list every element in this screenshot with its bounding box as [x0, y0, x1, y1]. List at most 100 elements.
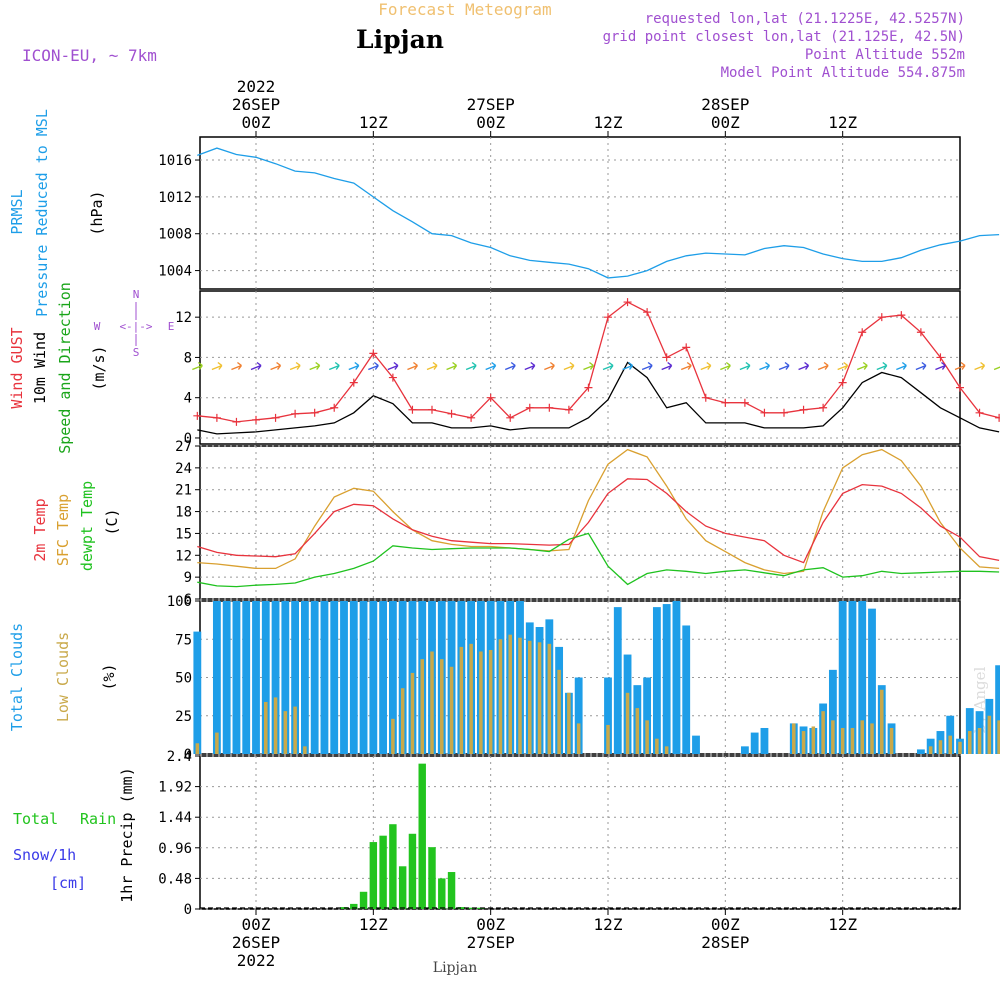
gust-marker — [760, 408, 769, 417]
snow-label: Snow/1h — [13, 846, 76, 864]
pressure-ytick-label: 1004 — [158, 264, 192, 280]
wind-unit: (m/s) — [90, 345, 108, 390]
location-title: Lipjan — [356, 25, 444, 54]
total-cloud-bar — [212, 601, 221, 754]
low-cloud-bar — [440, 659, 444, 754]
total-cloud-bar — [692, 735, 700, 754]
bottom-date-label: 27SEP — [467, 933, 515, 952]
total-cloud-bar — [320, 601, 329, 754]
clouds-panel: 0 25 50 75 100 — [167, 594, 1000, 763]
bottom-time-tick: 00Z — [711, 915, 740, 934]
total-cloud-bar — [310, 601, 319, 754]
total-cloud-bar — [271, 601, 280, 754]
low-cloud-bar — [997, 720, 1000, 754]
precip-ytick-label: 1.92 — [158, 780, 192, 796]
wind-direction-arrow — [896, 361, 907, 371]
gust-marker — [388, 373, 397, 382]
clouds-ytick-label: 25 — [175, 709, 192, 725]
low-cloud-bar — [801, 731, 806, 754]
rain-bar — [408, 833, 417, 909]
total-cloud-bar — [300, 601, 309, 754]
total-cloud-bar — [760, 727, 769, 754]
wind-direction-arrow — [837, 361, 849, 371]
clouds-unit: (%) — [100, 663, 118, 690]
total-cloud-bar — [838, 601, 847, 754]
bottom-year-label: 2022 — [237, 951, 276, 970]
pressure-ytick-label: 1012 — [158, 190, 192, 206]
total-cloud-bar — [379, 601, 388, 754]
temp-ytick-label: 24 — [175, 461, 192, 477]
bottom-time-tick: 12Z — [828, 915, 857, 934]
gust-marker — [780, 408, 788, 417]
low-cloud-bar — [576, 723, 581, 754]
low-cloud-bar — [938, 740, 943, 754]
wind-direction-arrow — [368, 361, 379, 371]
model-label: ICON-EU, ~ 7km — [22, 46, 157, 65]
top-date-label: 26SEP — [232, 95, 280, 114]
bottom-date-label: 28SEP — [701, 933, 749, 952]
sfc-temp-line — [197, 448, 1000, 575]
gust-marker — [564, 405, 573, 414]
low-cloud-bar — [264, 701, 268, 754]
gust-marker — [721, 398, 730, 407]
wind-direction-arrow — [211, 361, 223, 371]
footer-location: Lipjan — [433, 960, 477, 976]
gust-marker — [271, 413, 280, 422]
low-cloud-bar — [860, 720, 864, 754]
total-cloud-bar — [995, 665, 1000, 754]
low-cloud-bar — [831, 720, 835, 754]
pressure-unit: (hPa) — [88, 190, 106, 235]
rain-bar — [389, 824, 397, 909]
rain-bar — [379, 835, 387, 909]
wind-direction-arrow — [250, 361, 262, 371]
gust-marker — [525, 403, 534, 412]
gust-marker — [799, 405, 808, 414]
bottom-time-tick: 00Z — [476, 915, 505, 934]
low-cloud-bar — [811, 726, 816, 754]
wind-direction-arrow — [798, 361, 810, 371]
wind-direction-arrow — [563, 361, 575, 371]
low-cloud-bar — [557, 669, 561, 754]
gust-marker — [701, 393, 710, 402]
compass-w: W — [94, 320, 101, 333]
low-clouds-label: Low Clouds — [54, 632, 72, 722]
wind-gust-label: Wind GUST — [8, 327, 26, 408]
gust-marker — [212, 413, 221, 422]
temperature-panel: 6 9 12 15 18 21 24 27 — [175, 439, 1000, 608]
total-cloud-bar — [359, 601, 368, 754]
wind-direction-arrow — [876, 361, 888, 371]
rain-bar — [457, 907, 466, 909]
temp-ytick-label: 27 — [175, 439, 192, 455]
total-clouds-label: Total Clouds — [8, 623, 26, 731]
gust-marker — [232, 417, 241, 426]
wind-direction-arrow — [993, 362, 1000, 371]
wind-direction-arrow — [661, 361, 673, 371]
gust-marker — [819, 403, 828, 412]
gust-marker — [838, 378, 847, 387]
total-cloud-bar — [643, 677, 652, 754]
total-cloud-bar — [340, 601, 348, 754]
cloud-labels: Total Clouds Low Clouds (%) — [8, 623, 118, 731]
compass-n: N — [133, 288, 140, 301]
wind-direction-arrow — [641, 361, 653, 371]
wind-direction-arrow — [602, 361, 614, 371]
low-cloud-bar — [928, 746, 933, 754]
gust-marker — [956, 383, 964, 392]
gust-line — [197, 301, 1000, 423]
top-time-tick: 12Z — [594, 113, 623, 132]
top-time-tick: 12Z — [828, 113, 857, 132]
wind-direction-arrow — [700, 361, 712, 371]
gust-marker — [740, 398, 749, 407]
gust-marker — [584, 383, 593, 392]
total-cloud-bar — [662, 604, 671, 754]
low-cloud-bar — [537, 642, 542, 754]
wind-direction-arrow — [974, 361, 986, 371]
gust-marker — [623, 298, 632, 307]
total-cloud-bar — [672, 601, 681, 754]
low-cloud-bar — [273, 697, 278, 754]
total-cloud-bar — [349, 601, 358, 754]
temp-ytick-label: 12 — [175, 548, 192, 564]
gust-marker — [643, 308, 652, 317]
rain-bar — [447, 872, 456, 909]
top-time-tick: 12Z — [359, 113, 388, 132]
